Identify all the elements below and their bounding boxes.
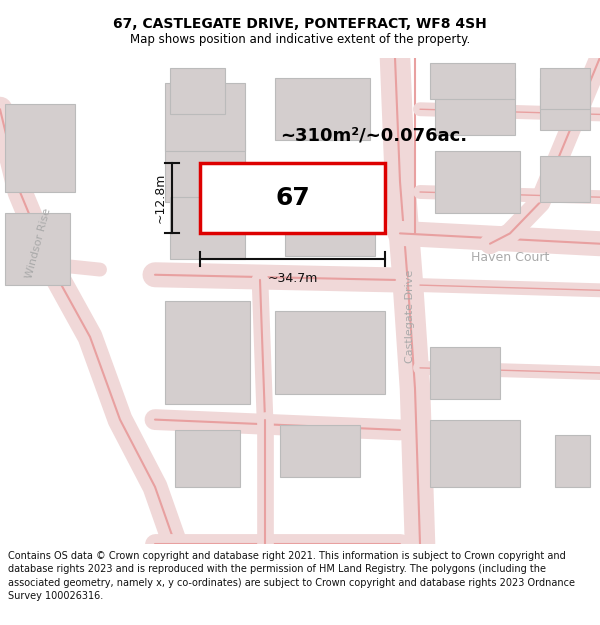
Bar [430,62,515,99]
Text: Contains OS data © Crown copyright and database right 2021. This information is : Contains OS data © Crown copyright and d… [8,551,575,601]
Bar [170,197,245,259]
Bar [200,163,385,233]
Bar [5,104,75,192]
Text: Castlegate Drive: Castlegate Drive [405,269,415,362]
Text: ~310m²/~0.076ac.: ~310m²/~0.076ac. [280,126,467,144]
Bar [555,435,590,487]
Text: Haven Court: Haven Court [471,251,549,264]
Bar [540,68,590,109]
Text: 67: 67 [275,186,310,210]
Bar [540,156,590,202]
Bar [275,311,385,394]
Bar [275,78,370,140]
Text: 67, CASTLEGATE DRIVE, PONTEFRACT, WF8 4SH: 67, CASTLEGATE DRIVE, PONTEFRACT, WF8 4S… [113,18,487,31]
Bar [170,68,225,114]
Text: Map shows position and indicative extent of the property.: Map shows position and indicative extent… [130,32,470,46]
Bar [430,419,520,487]
Bar [540,78,590,130]
Text: ~34.7m: ~34.7m [268,272,317,284]
Bar [165,140,245,202]
Bar [175,430,240,487]
Bar [285,199,375,256]
Text: Windsor Rise: Windsor Rise [24,208,52,280]
Bar [435,151,520,213]
Bar [165,301,250,404]
Bar [280,425,360,476]
Bar [435,78,515,135]
Bar [165,83,245,151]
Bar [430,347,500,399]
Bar [5,213,70,285]
Text: ~12.8m: ~12.8m [154,173,167,223]
